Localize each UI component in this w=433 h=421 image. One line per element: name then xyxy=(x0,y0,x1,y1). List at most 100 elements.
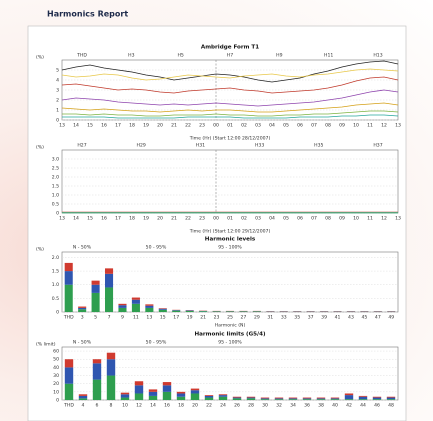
bar-segment xyxy=(107,353,115,360)
x-tick-label: 19 xyxy=(143,123,149,129)
x-tick-label: 03 xyxy=(255,123,261,129)
x-tick-label: 24 xyxy=(220,403,226,409)
bar-segment xyxy=(345,393,353,395)
x-tick-label: 13 xyxy=(59,123,65,129)
y-tick-label: 3 xyxy=(56,88,59,94)
bar-segment xyxy=(205,396,213,398)
bar-segment xyxy=(163,392,171,400)
x-tick-label: 16 xyxy=(101,216,107,222)
chart-title: Ambridge Form T1 xyxy=(201,45,259,51)
x-axis-label: Time (Hr) (Start 12:00 29/12/2007) xyxy=(189,229,271,235)
x-tick-label: 08 xyxy=(325,123,331,129)
x-tick-label: 05 xyxy=(283,123,289,129)
bar-segment xyxy=(247,398,255,399)
x-tick-label: 41 xyxy=(335,315,341,321)
bar-segment xyxy=(135,393,143,400)
x-tick-label: 49 xyxy=(388,315,394,321)
bar-segment xyxy=(289,398,297,399)
legend-entry: THD xyxy=(76,53,87,59)
x-tick-label: 34 xyxy=(290,403,296,409)
x-tick-label: 11 xyxy=(367,216,373,222)
x-tick-label: 23 xyxy=(199,123,205,129)
y-tick-label: 2 xyxy=(56,98,59,104)
x-tick-label: 11 xyxy=(133,315,139,321)
bar-segment xyxy=(331,398,339,399)
x-tick-label: 16 xyxy=(101,123,107,129)
x-tick-label: 30 xyxy=(262,403,268,409)
y-axis-label: (%) xyxy=(36,55,44,61)
bar-segment xyxy=(135,381,143,385)
bar-segment xyxy=(118,308,126,312)
x-tick-label: 17 xyxy=(173,315,179,321)
bar-segment xyxy=(159,309,167,310)
bar-segment xyxy=(65,384,73,400)
y-tick-label: 50 xyxy=(53,357,59,363)
x-tick-label: 22 xyxy=(185,216,191,222)
bar-segment xyxy=(145,306,153,308)
x-tick-label: 00 xyxy=(213,216,219,222)
y-tick-label: 1.5 xyxy=(52,184,59,190)
x-tick-label: 06 xyxy=(297,216,303,222)
bar-segment xyxy=(219,395,227,397)
x-tick-label: 17 xyxy=(115,216,121,222)
report-title: Harmonics Report xyxy=(47,10,128,19)
legend-entry: H31 xyxy=(196,143,205,149)
bar-segment xyxy=(199,311,207,312)
bar-segment xyxy=(289,398,297,399)
x-tick-label: 10 xyxy=(353,216,359,222)
bar-segment xyxy=(92,281,100,285)
legend-entry: H35 xyxy=(314,143,323,149)
x-tick-label: 20 xyxy=(192,403,198,409)
y-tick-label: 0 xyxy=(56,398,59,404)
x-tick-label: 35 xyxy=(294,315,300,321)
x-tick-label: 02 xyxy=(241,123,247,129)
legend-entry: H5 xyxy=(177,53,183,59)
x-tick-label: 23 xyxy=(199,216,205,222)
bar-segment xyxy=(145,308,153,312)
bar-segment xyxy=(118,304,126,305)
bar-segment xyxy=(226,311,234,312)
bar-segment xyxy=(159,310,167,312)
y-tick-label: 30 xyxy=(53,373,59,379)
legend-entry: H7 xyxy=(227,53,233,59)
bar-segment xyxy=(289,399,297,400)
x-tick-label: 09 xyxy=(339,216,345,222)
bar-segment xyxy=(317,398,325,399)
x-tick-label: 11 xyxy=(367,123,373,129)
legend-entry: 50 - 95% xyxy=(146,340,167,346)
bar-segment xyxy=(191,389,199,391)
x-tick-label: 44 xyxy=(360,403,366,409)
y-tick-label: 0.5 xyxy=(52,296,59,302)
legend-entry: N - 50% xyxy=(73,245,92,251)
bar-segment xyxy=(186,311,194,312)
x-tick-label: 12 xyxy=(136,403,142,409)
x-tick-label: 20 xyxy=(157,216,163,222)
bar-segment xyxy=(65,271,73,285)
bar-segment xyxy=(159,308,167,309)
x-tick-label: 01 xyxy=(227,123,233,129)
y-tick-label: 10 xyxy=(53,389,59,395)
bar-segment xyxy=(93,380,101,400)
bar-segment xyxy=(105,287,113,312)
x-tick-label: 04 xyxy=(269,123,275,129)
bar-segment xyxy=(132,300,140,304)
y-tick-label: 2.0 xyxy=(52,255,59,261)
x-tick-label: 22 xyxy=(185,123,191,129)
x-tick-label: 14 xyxy=(73,216,79,222)
x-tick-label: 45 xyxy=(361,315,367,321)
bar-segment xyxy=(149,396,157,400)
bar-segment xyxy=(163,385,171,392)
legend-entry: H9 xyxy=(276,53,282,59)
x-tick-label: 38 xyxy=(318,403,324,409)
x-tick-label: 05 xyxy=(283,216,289,222)
bar-segment xyxy=(145,304,153,305)
bar-segment xyxy=(261,398,269,399)
x-tick-label: 01 xyxy=(227,216,233,222)
x-tick-label: 13 xyxy=(395,216,401,222)
x-tick-label: 23 xyxy=(214,315,220,321)
x-tick-label: 8 xyxy=(110,403,113,409)
x-tick-label: 19 xyxy=(187,315,193,321)
bar-segment xyxy=(135,385,143,393)
bar-segment xyxy=(78,307,86,308)
x-tick-label: 3 xyxy=(81,315,84,321)
